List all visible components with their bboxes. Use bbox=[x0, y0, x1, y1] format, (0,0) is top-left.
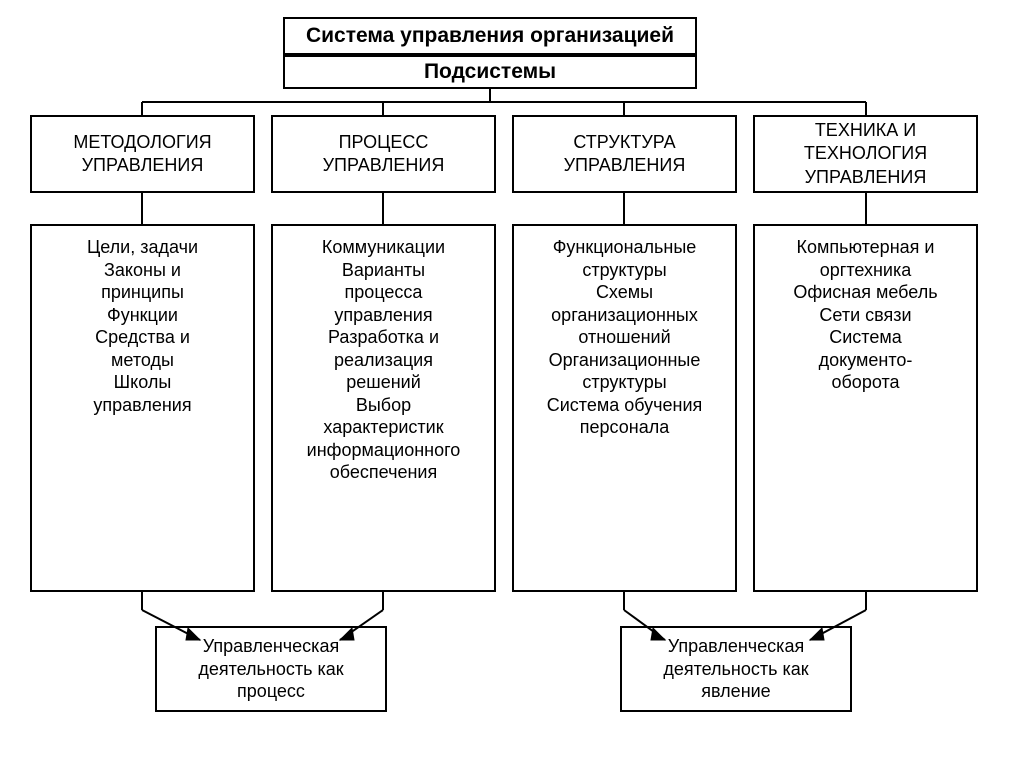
col-2-line-8: персонала bbox=[580, 416, 669, 439]
col-1-line-7: Выбор bbox=[356, 394, 411, 417]
bottom-left-box: Управленческая деятельность как процесс bbox=[155, 626, 387, 712]
col-head-1: ПРОЦЕСС УПРАВЛЕНИЯ bbox=[271, 115, 496, 193]
title-main: Система управления организацией bbox=[283, 17, 697, 55]
col-1-line-1: Варианты bbox=[342, 259, 425, 282]
col-0-line-1: Законы и bbox=[104, 259, 181, 282]
col-2-line-0: Функциональные bbox=[553, 236, 697, 259]
col-body-2: ФункциональныеструктурыСхемыорганизацион… bbox=[512, 224, 737, 592]
col-1-line-2: процесса bbox=[345, 281, 423, 304]
col-head-1-text: ПРОЦЕСС УПРАВЛЕНИЯ bbox=[279, 131, 488, 178]
col-1-line-6: решений bbox=[346, 371, 421, 394]
title-sub-text: Подсистемы bbox=[424, 59, 556, 85]
col-1-line-0: Коммуникации bbox=[322, 236, 445, 259]
col-head-2-text: СТРУКТУРА УПРАВЛЕНИЯ bbox=[520, 131, 729, 178]
col-head-0-text: МЕТОДОЛОГИЯ УПРАВЛЕНИЯ bbox=[38, 131, 247, 178]
col-3-line-0: Компьютерная и bbox=[797, 236, 935, 259]
col-3-line-2: Офисная мебель bbox=[793, 281, 937, 304]
bottom-right-box: Управленческая деятельность как явление bbox=[620, 626, 852, 712]
col-0-line-2: принципы bbox=[101, 281, 184, 304]
col-3-line-6: оборота bbox=[831, 371, 899, 394]
title-sub: Подсистемы bbox=[283, 55, 697, 89]
col-2-line-3: организационных bbox=[551, 304, 698, 327]
col-1-line-5: реализация bbox=[334, 349, 433, 372]
col-body-1: КоммуникацииВариантыпроцессауправленияРа… bbox=[271, 224, 496, 592]
col-0-line-3: Функции bbox=[107, 304, 178, 327]
col-3-line-4: Система bbox=[829, 326, 902, 349]
col-0-line-4: Средства и bbox=[95, 326, 190, 349]
bottom-left-text: Управленческая деятельность как процесс bbox=[163, 635, 379, 703]
col-1-line-8: характеристик bbox=[323, 416, 443, 439]
col-2-line-5: Организационные bbox=[549, 349, 701, 372]
col-2-line-7: Система обучения bbox=[547, 394, 703, 417]
col-2-line-4: отношений bbox=[578, 326, 670, 349]
col-3-line-1: оргтехника bbox=[820, 259, 912, 282]
col-body-3: Компьютерная иоргтехникаОфисная мебельСе… bbox=[753, 224, 978, 592]
col-1-line-4: Разработка и bbox=[328, 326, 439, 349]
col-0-line-0: Цели, задачи bbox=[87, 236, 198, 259]
col-3-line-3: Сети связи bbox=[819, 304, 911, 327]
col-0-line-6: Школы bbox=[114, 371, 172, 394]
col-2-line-2: Схемы bbox=[596, 281, 653, 304]
col-2-line-6: структуры bbox=[582, 371, 666, 394]
col-head-0: МЕТОДОЛОГИЯ УПРАВЛЕНИЯ bbox=[30, 115, 255, 193]
col-2-line-1: структуры bbox=[582, 259, 666, 282]
col-0-line-7: управления bbox=[93, 394, 191, 417]
col-head-3-text: ТЕХНИКА И ТЕХНОЛОГИЯ УПРАВЛЕНИЯ bbox=[761, 119, 970, 189]
col-head-3: ТЕХНИКА И ТЕХНОЛОГИЯ УПРАВЛЕНИЯ bbox=[753, 115, 978, 193]
col-head-2: СТРУКТУРА УПРАВЛЕНИЯ bbox=[512, 115, 737, 193]
col-1-line-3: управления bbox=[334, 304, 432, 327]
bottom-right-text: Управленческая деятельность как явление bbox=[628, 635, 844, 703]
col-1-line-10: обеспечения bbox=[330, 461, 437, 484]
col-0-line-5: методы bbox=[111, 349, 174, 372]
col-1-line-9: информационного bbox=[307, 439, 461, 462]
title-main-text: Система управления организацией bbox=[306, 23, 674, 49]
col-3-line-5: документо- bbox=[819, 349, 913, 372]
col-body-0: Цели, задачиЗаконы ипринципыФункцииСредс… bbox=[30, 224, 255, 592]
